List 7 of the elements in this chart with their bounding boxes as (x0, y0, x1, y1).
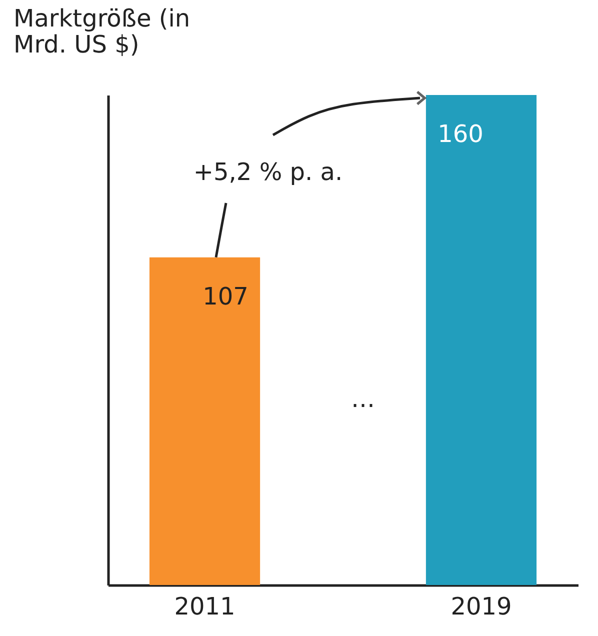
annotation: +5,2 % p. a. (193, 158, 343, 186)
data-label: 107 (202, 282, 248, 310)
x-tick-label: 2019 (450, 592, 512, 620)
x-tick-label: 2011 (174, 592, 236, 620)
data-label: 160 (438, 120, 484, 148)
annotation: … (351, 385, 375, 413)
y-axis-title: Marktgröße (in Mrd. US $) (14, 4, 190, 58)
